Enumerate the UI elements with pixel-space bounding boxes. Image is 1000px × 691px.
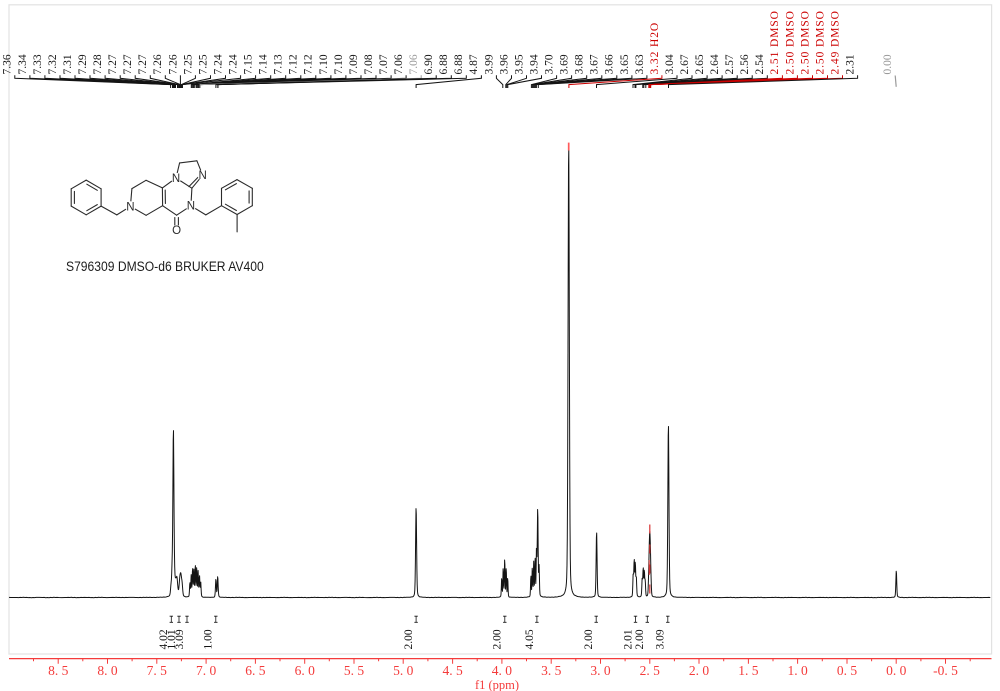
svg-text:0. 5: 0. 5 <box>837 663 858 678</box>
svg-text:2.00: 2.00 <box>583 629 595 649</box>
svg-text:3.63: 3.63 <box>634 54 646 74</box>
svg-text:7. 5: 7. 5 <box>147 663 168 678</box>
svg-text:7.13: 7.13 <box>273 54 285 74</box>
svg-text:N: N <box>172 173 180 185</box>
svg-text:6. 5: 6. 5 <box>245 663 266 678</box>
svg-text:6.88: 6.88 <box>453 54 465 74</box>
svg-text:2.00: 2.00 <box>634 629 646 649</box>
svg-text:7.27: 7.27 <box>107 54 119 74</box>
svg-text:7.25: 7.25 <box>182 54 194 74</box>
svg-text:1. 0: 1. 0 <box>787 663 808 678</box>
svg-text:3.70: 3.70 <box>544 54 556 74</box>
svg-text:7.34: 7.34 <box>17 54 29 74</box>
svg-text:2. 5: 2. 5 <box>640 663 661 678</box>
svg-text:2.50 DMSO: 2.50 DMSO <box>814 10 826 74</box>
svg-text:6. 0: 6. 0 <box>295 663 316 678</box>
svg-text:0. 0: 0. 0 <box>886 663 907 678</box>
svg-text:1.00: 1.00 <box>203 629 215 649</box>
svg-text:4.87: 4.87 <box>468 54 480 74</box>
svg-text:3.99: 3.99 <box>483 54 495 74</box>
svg-text:7.08: 7.08 <box>363 54 375 74</box>
svg-text:3.32 H2O: 3.32 H2O <box>649 22 661 75</box>
svg-text:7.06: 7.06 <box>393 54 405 74</box>
svg-text:7.27: 7.27 <box>137 54 149 74</box>
svg-text:1.01: 1.01 <box>166 629 178 649</box>
svg-text:2.51 DMSO: 2.51 DMSO <box>769 10 781 74</box>
svg-text:1. 5: 1. 5 <box>738 663 759 678</box>
svg-text:4.02: 4.02 <box>158 629 170 649</box>
svg-text:3. 5: 3. 5 <box>541 663 562 678</box>
svg-text:6.90: 6.90 <box>423 54 435 74</box>
svg-text:N: N <box>199 170 207 182</box>
svg-text:6.88: 6.88 <box>438 54 450 74</box>
svg-text:7.06: 7.06 <box>408 54 420 74</box>
svg-text:-0. 5: -0. 5 <box>933 663 958 678</box>
svg-text:7.24: 7.24 <box>228 54 240 74</box>
svg-text:7.27: 7.27 <box>122 54 134 74</box>
svg-text:4. 5: 4. 5 <box>442 663 463 678</box>
svg-text:2.65: 2.65 <box>694 54 706 74</box>
svg-text:7. 0: 7. 0 <box>196 663 217 678</box>
svg-text:0.00: 0.00 <box>882 54 894 74</box>
svg-text:3.65: 3.65 <box>619 54 631 74</box>
svg-text:N: N <box>126 201 134 213</box>
svg-text:7.31: 7.31 <box>62 54 74 74</box>
svg-text:2.64: 2.64 <box>709 54 721 74</box>
svg-text:7.26: 7.26 <box>167 54 179 74</box>
svg-text:7.12: 7.12 <box>303 54 315 74</box>
svg-text:7.25: 7.25 <box>197 54 209 74</box>
svg-text:7.24: 7.24 <box>212 54 224 74</box>
svg-text:2.57: 2.57 <box>724 54 736 74</box>
svg-text:4. 0: 4. 0 <box>492 663 513 678</box>
svg-text:5. 5: 5. 5 <box>344 663 365 678</box>
svg-text:7.07: 7.07 <box>378 54 390 74</box>
svg-text:7.10: 7.10 <box>333 54 345 74</box>
svg-text:2.54: 2.54 <box>754 54 766 74</box>
svg-text:3.67: 3.67 <box>589 54 601 74</box>
svg-text:7.09: 7.09 <box>348 54 360 74</box>
svg-text:3.68: 3.68 <box>574 54 586 74</box>
svg-text:2.50 DMSO: 2.50 DMSO <box>784 10 796 74</box>
svg-text:N: N <box>187 201 195 213</box>
svg-text:3.95: 3.95 <box>513 54 525 74</box>
svg-text:7.36: 7.36 <box>2 54 14 74</box>
svg-text:3.09: 3.09 <box>655 629 667 649</box>
svg-text:2.00: 2.00 <box>403 629 415 649</box>
svg-text:8. 0: 8. 0 <box>97 663 118 678</box>
svg-text:3.09: 3.09 <box>174 629 186 649</box>
svg-text:7.12: 7.12 <box>288 54 300 74</box>
svg-text:3.96: 3.96 <box>498 54 510 74</box>
svg-text:2.49 DMSO: 2.49 DMSO <box>829 10 841 74</box>
svg-text:7.33: 7.33 <box>32 54 44 74</box>
svg-text:5. 0: 5. 0 <box>393 663 414 678</box>
svg-text:S796309 DMSO-d6 BRUKER AV400: S796309 DMSO-d6 BRUKER AV400 <box>66 258 264 274</box>
svg-text:7.32: 7.32 <box>47 54 59 74</box>
svg-text:f1 (ppm): f1 (ppm) <box>475 678 519 691</box>
svg-text:7.15: 7.15 <box>243 54 255 74</box>
svg-text:2.31: 2.31 <box>845 54 857 74</box>
svg-text:2.00: 2.00 <box>492 629 504 649</box>
svg-text:3.69: 3.69 <box>559 54 571 74</box>
svg-text:3.66: 3.66 <box>604 54 616 74</box>
svg-text:4.05: 4.05 <box>524 629 536 649</box>
svg-text:7.10: 7.10 <box>318 54 330 74</box>
svg-text:7.26: 7.26 <box>152 54 164 74</box>
svg-text:3.04: 3.04 <box>664 54 676 74</box>
svg-text:2.01: 2.01 <box>622 629 634 649</box>
svg-text:8. 5: 8. 5 <box>48 663 69 678</box>
svg-text:3. 0: 3. 0 <box>590 663 611 678</box>
svg-text:2. 0: 2. 0 <box>689 663 710 678</box>
svg-text:O: O <box>172 225 181 237</box>
svg-text:2.56: 2.56 <box>739 54 751 74</box>
svg-text:2.50 DMSO: 2.50 DMSO <box>799 10 811 74</box>
svg-text:2.67: 2.67 <box>679 54 691 74</box>
svg-text:7.28: 7.28 <box>92 54 104 74</box>
svg-text:7.29: 7.29 <box>77 54 89 74</box>
svg-text:3.94: 3.94 <box>528 54 540 74</box>
svg-text:7.14: 7.14 <box>258 54 270 74</box>
